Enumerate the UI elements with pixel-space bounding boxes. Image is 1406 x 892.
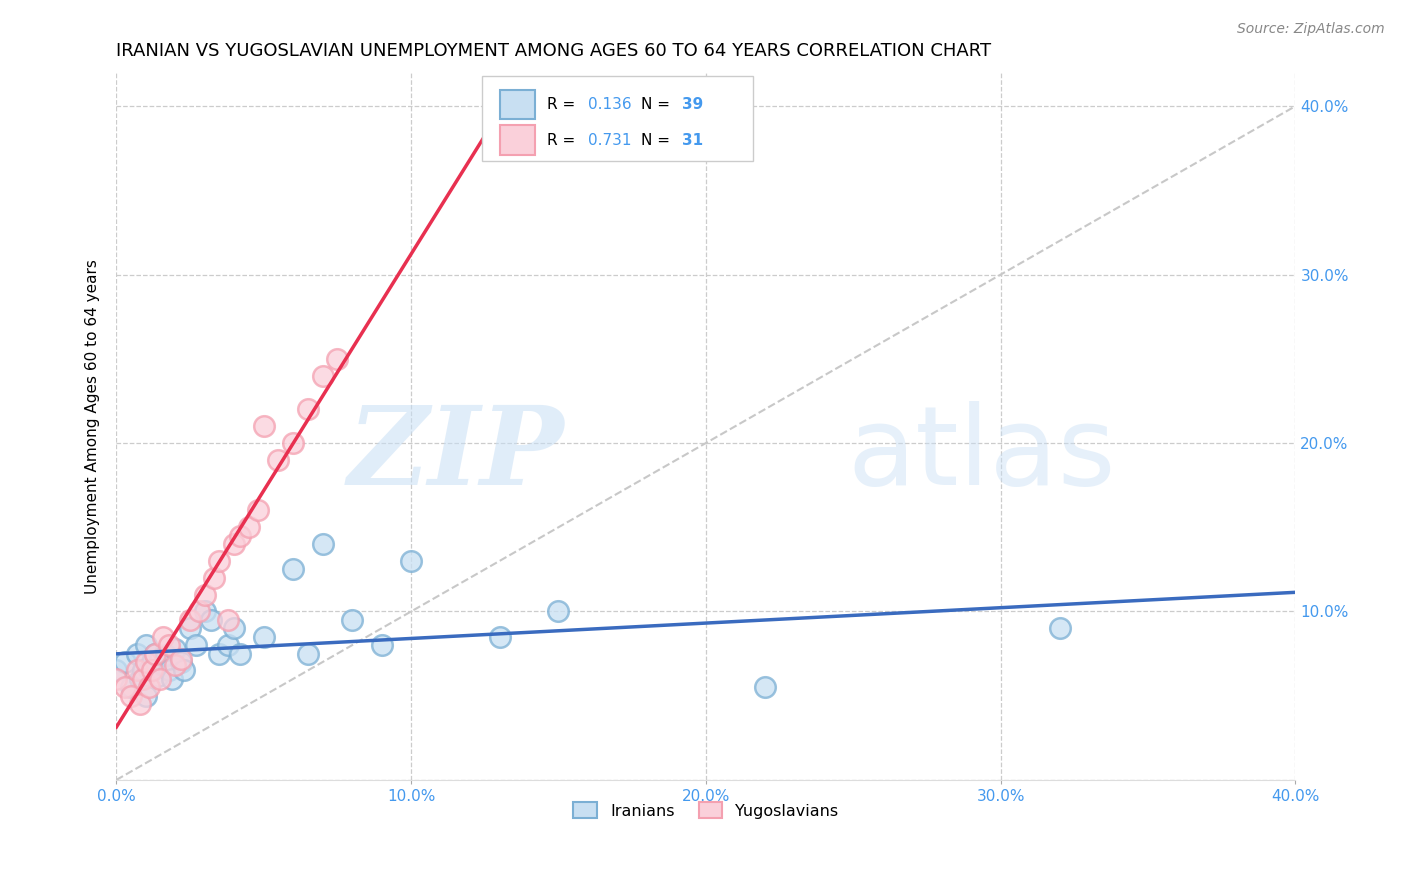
Point: [370, 638, 392, 652]
Point: [155, 648, 177, 663]
Text: IRANIAN VS YUGOSLAVIAN UNEMPLOYMENT AMONG AGES 60 TO 64 YEARS CORRELATION CHART: IRANIAN VS YUGOSLAVIAN UNEMPLOYMENT AMON…: [117, 42, 991, 60]
Text: 0.731: 0.731: [588, 133, 631, 148]
Point: [202, 571, 225, 585]
Point: [179, 613, 201, 627]
Point: [125, 664, 148, 678]
Point: [253, 630, 276, 644]
Point: [179, 621, 201, 635]
Point: [146, 668, 169, 682]
Point: [132, 664, 155, 678]
Bar: [499, 126, 534, 155]
Point: [217, 613, 239, 627]
Point: [184, 638, 207, 652]
Text: Source: ZipAtlas.com: Source: ZipAtlas.com: [1237, 22, 1385, 37]
Point: [281, 436, 304, 450]
Point: [399, 554, 422, 568]
Text: ZIP: ZIP: [347, 401, 564, 508]
Point: [187, 605, 209, 619]
Point: [311, 368, 333, 383]
Legend: Iranians, Yugoslavians: Iranians, Yugoslavians: [567, 796, 845, 825]
Text: atlas: atlas: [848, 401, 1116, 508]
Point: [149, 651, 172, 665]
Point: [120, 689, 142, 703]
Point: [754, 681, 776, 695]
Point: [120, 681, 142, 695]
Point: [297, 402, 319, 417]
Point: [152, 658, 174, 673]
Point: [149, 672, 172, 686]
Point: [138, 664, 160, 678]
Point: [229, 529, 252, 543]
Text: 0.136: 0.136: [588, 97, 631, 112]
Point: [326, 351, 349, 366]
Point: [141, 664, 163, 678]
Bar: [499, 89, 534, 120]
Text: R =: R =: [547, 97, 579, 112]
Point: [224, 537, 246, 551]
Point: [105, 664, 128, 678]
Point: [173, 664, 195, 678]
Text: R =: R =: [547, 133, 579, 148]
Point: [1049, 621, 1071, 635]
Point: [162, 672, 184, 686]
Point: [224, 621, 246, 635]
Point: [135, 655, 157, 669]
Point: [114, 655, 136, 669]
Point: [141, 655, 163, 669]
Point: [194, 605, 217, 619]
Point: [125, 647, 148, 661]
Point: [208, 554, 231, 568]
Point: [340, 613, 363, 627]
Point: [157, 664, 180, 678]
Point: [208, 647, 231, 661]
Point: [311, 537, 333, 551]
Point: [170, 655, 193, 669]
Point: [128, 672, 150, 686]
Point: [547, 605, 569, 619]
Y-axis label: Unemployment Among Ages 60 to 64 years: Unemployment Among Ages 60 to 64 years: [86, 259, 100, 594]
Point: [229, 647, 252, 661]
Text: 39: 39: [682, 97, 703, 112]
Text: N =: N =: [641, 97, 675, 112]
Point: [200, 613, 222, 627]
Point: [165, 658, 187, 673]
Point: [246, 503, 269, 517]
Point: [105, 672, 128, 686]
Point: [281, 562, 304, 576]
Point: [157, 638, 180, 652]
Point: [138, 681, 160, 695]
Point: [238, 520, 260, 534]
Point: [165, 641, 187, 656]
Point: [170, 651, 193, 665]
Point: [267, 453, 290, 467]
Point: [152, 630, 174, 644]
FancyBboxPatch shape: [482, 76, 754, 161]
Point: [135, 638, 157, 652]
Point: [135, 689, 157, 703]
Point: [194, 588, 217, 602]
Point: [114, 681, 136, 695]
Point: [132, 672, 155, 686]
Point: [488, 630, 510, 644]
Point: [128, 697, 150, 711]
Point: [143, 647, 166, 661]
Point: [253, 419, 276, 434]
Text: N =: N =: [641, 133, 675, 148]
Point: [143, 647, 166, 661]
Point: [217, 638, 239, 652]
Text: 31: 31: [682, 133, 703, 148]
Point: [297, 647, 319, 661]
